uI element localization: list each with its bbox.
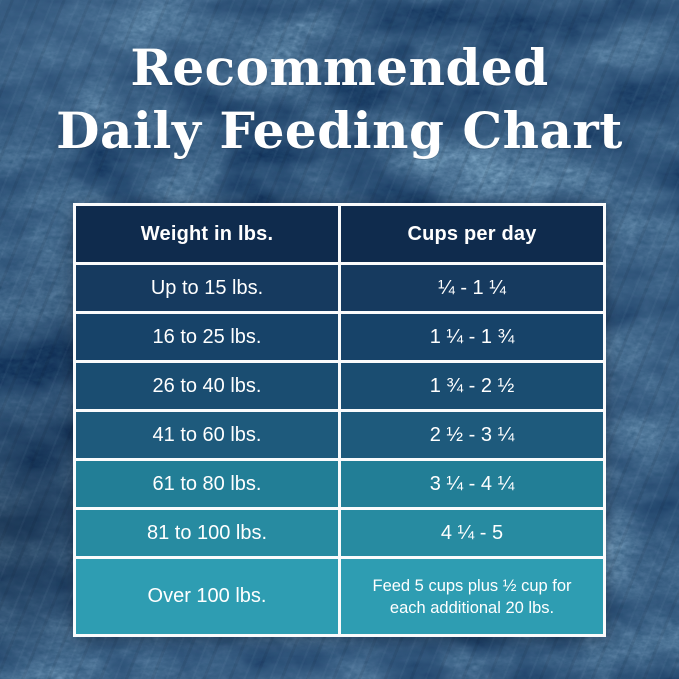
weight-cell: 26 to 40 lbs.	[76, 363, 338, 409]
weight-cell: 61 to 80 lbs.	[76, 461, 338, 507]
weight-cell: Up to 15 lbs.	[76, 265, 338, 311]
weight-cell: Over 100 lbs.	[76, 559, 338, 634]
weight-cell: 16 to 25 lbs.	[76, 314, 338, 360]
page-title-line-1: Recommended	[130, 38, 549, 97]
cups-cell: 1 ¼ - 1 ¾	[341, 314, 603, 360]
page-title-line-2: Daily Feeding Chart	[56, 101, 623, 160]
cups-cell-line-2: each additional 20 lbs.	[389, 598, 555, 617]
cups-cell-line-1: Feed 5 cups plus ½ cup for	[372, 576, 572, 595]
cups-cell: 4 ¼ - 5	[341, 510, 603, 556]
weight-cell: 81 to 100 lbs.	[76, 510, 338, 556]
feeding-chart-table: Weight in lbs. Cups per day Up to 15 lbs…	[73, 203, 606, 637]
cups-cell: 3 ¼ - 4 ¼	[341, 461, 603, 507]
cups-cell: ¼ - 1 ¼	[341, 265, 603, 311]
cups-cell: Feed 5 cups plus ½ cup for each addition…	[341, 559, 603, 634]
page-title: Recommended Daily Feeding Chart	[0, 36, 679, 162]
weight-column-header: Weight in lbs.	[76, 206, 338, 262]
cups-column-header: Cups per day	[341, 206, 603, 262]
cups-cell: 1 ¾ - 2 ½	[341, 363, 603, 409]
cups-cell: 2 ½ - 3 ¼	[341, 412, 603, 458]
weight-cell: 41 to 60 lbs.	[76, 412, 338, 458]
